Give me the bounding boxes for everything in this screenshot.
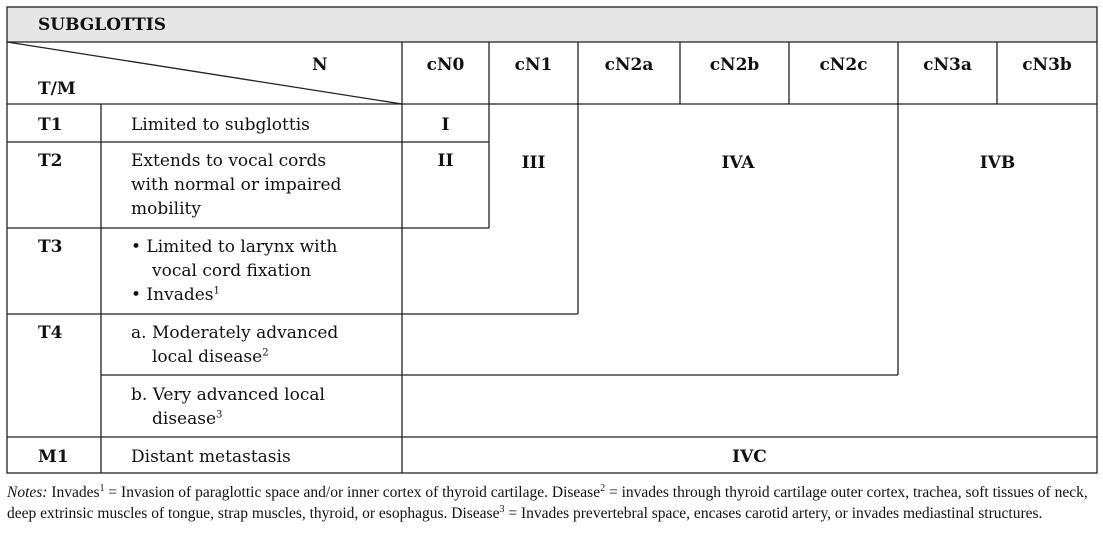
row-desc-t1: Limited to subglottis bbox=[131, 115, 310, 135]
title-bar bbox=[7, 7, 1097, 42]
note-disease2-def: = invades through thyroid cartilage oute… bbox=[7, 484, 1088, 522]
header-diagonal bbox=[6, 41, 403, 105]
row-code-t1: T1 bbox=[38, 115, 63, 135]
stage-ivb: IVB bbox=[979, 153, 1016, 173]
row-code-m1: M1 bbox=[38, 447, 69, 467]
row-desc-m1: Distant metastasis bbox=[131, 447, 291, 467]
superscript-3: 3 bbox=[216, 409, 223, 421]
row-code-t4: T4 bbox=[38, 323, 63, 343]
table-title: SUBGLOTTIS bbox=[38, 15, 166, 35]
note-disease3-def: = Invades prevertebral space, encases ca… bbox=[508, 505, 1043, 522]
row-desc-t2-line1: Extends to vocal cords bbox=[131, 151, 327, 171]
note-disease2-term: Disease bbox=[551, 484, 601, 501]
row-desc-t4a-line2: local disease2 bbox=[152, 347, 269, 367]
superscript-1: 1 bbox=[213, 285, 220, 297]
column-header-cn2c: cN2c bbox=[819, 55, 868, 75]
row-desc-t4b-line1: b. Very advanced local bbox=[131, 385, 325, 405]
column-header-cn1: cN1 bbox=[514, 55, 553, 75]
row-desc-t2-line3: mobility bbox=[131, 199, 201, 219]
column-header-cn3b: cN3b bbox=[1022, 55, 1072, 75]
superscript-2: 2 bbox=[262, 347, 269, 359]
stage-i: I bbox=[441, 115, 450, 135]
note-invades-def: = Invasion of paraglottic space and/or i… bbox=[108, 484, 548, 501]
row-desc-t3-line1: • Limited to larynx with bbox=[131, 237, 338, 257]
row-code-t3: T3 bbox=[38, 237, 63, 257]
stage-ii: II bbox=[437, 151, 454, 171]
column-header-cn2a: cN2a bbox=[604, 55, 654, 75]
tm-axis-label: T/M bbox=[38, 79, 76, 99]
column-header-cn0: cN0 bbox=[426, 55, 465, 75]
row-desc-t3-line3: • Invades1 bbox=[131, 285, 220, 305]
n-axis-label: N bbox=[312, 55, 328, 75]
row-desc-t4b-line2: disease3 bbox=[152, 409, 223, 429]
column-header-cn3a: cN3a bbox=[923, 55, 972, 75]
row-code-t2: T2 bbox=[38, 151, 63, 171]
note-disease3-term: Disease bbox=[451, 505, 500, 522]
row-desc-t2-line2: with normal or impaired bbox=[131, 175, 342, 195]
column-header-cn2b: cN2b bbox=[709, 55, 760, 75]
stage-ivc: IVC bbox=[732, 447, 767, 467]
table-border bbox=[6, 6, 1098, 474]
notes-label: Notes: bbox=[7, 484, 48, 501]
stage-iii: III bbox=[521, 153, 546, 173]
table-notes: Notes: Invades1 = Invasion of paraglotti… bbox=[7, 482, 1088, 522]
note-invades-term: Invades bbox=[51, 484, 100, 501]
row-desc-t4a-line1: a. Moderately advanced bbox=[131, 323, 339, 343]
stage-iva: IVA bbox=[721, 153, 755, 173]
row-desc-t3-line2: vocal cord fixation bbox=[152, 261, 312, 281]
